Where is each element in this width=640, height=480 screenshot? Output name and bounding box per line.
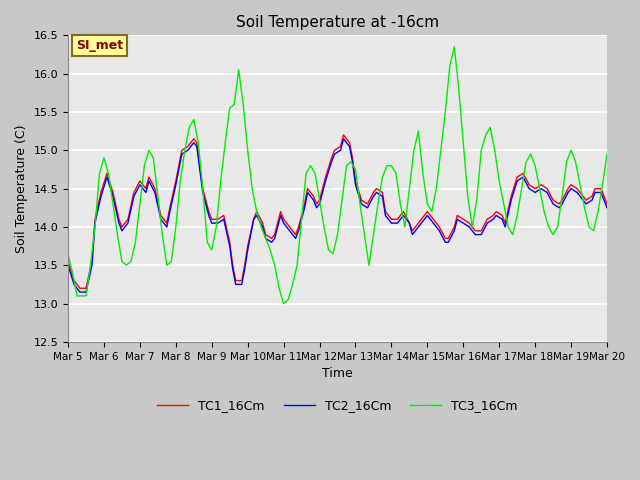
TC2_16Cm	[538, 186, 545, 192]
TC1_16Cm	[163, 220, 171, 226]
Line: TC3_16Cm: TC3_16Cm	[68, 47, 607, 303]
TC3_16Cm	[280, 300, 287, 306]
Text: SI_met: SI_met	[76, 39, 124, 52]
TC2_16Cm	[316, 201, 323, 207]
TC2_16Cm	[340, 136, 348, 142]
Y-axis label: Soil Temperature (C): Soil Temperature (C)	[15, 124, 28, 253]
Title: Soil Temperature at -16cm: Soil Temperature at -16cm	[236, 15, 439, 30]
TC1_16Cm	[499, 213, 506, 218]
TC1_16Cm	[76, 286, 84, 291]
TC3_16Cm	[298, 216, 305, 222]
Line: TC2_16Cm: TC2_16Cm	[68, 139, 607, 292]
TC2_16Cm	[163, 224, 171, 230]
TC1_16Cm	[549, 197, 557, 203]
TC2_16Cm	[130, 193, 138, 199]
TC2_16Cm	[64, 263, 72, 268]
TC2_16Cm	[76, 289, 84, 295]
X-axis label: Time: Time	[322, 367, 353, 380]
TC3_16Cm	[64, 251, 72, 257]
TC1_16Cm	[603, 201, 611, 207]
TC2_16Cm	[549, 201, 557, 207]
TC1_16Cm	[64, 259, 72, 264]
TC3_16Cm	[118, 259, 126, 264]
TC3_16Cm	[603, 151, 611, 157]
TC3_16Cm	[433, 186, 440, 192]
TC1_16Cm	[316, 197, 323, 203]
TC3_16Cm	[451, 44, 458, 50]
TC3_16Cm	[576, 182, 584, 188]
TC2_16Cm	[499, 216, 506, 222]
TC2_16Cm	[603, 205, 611, 211]
TC1_16Cm	[340, 132, 348, 138]
TC1_16Cm	[130, 190, 138, 195]
Legend: TC1_16Cm, TC2_16Cm, TC3_16Cm: TC1_16Cm, TC2_16Cm, TC3_16Cm	[152, 394, 523, 417]
TC3_16Cm	[406, 186, 413, 192]
TC3_16Cm	[190, 117, 198, 122]
Line: TC1_16Cm: TC1_16Cm	[68, 135, 607, 288]
TC1_16Cm	[538, 182, 545, 188]
